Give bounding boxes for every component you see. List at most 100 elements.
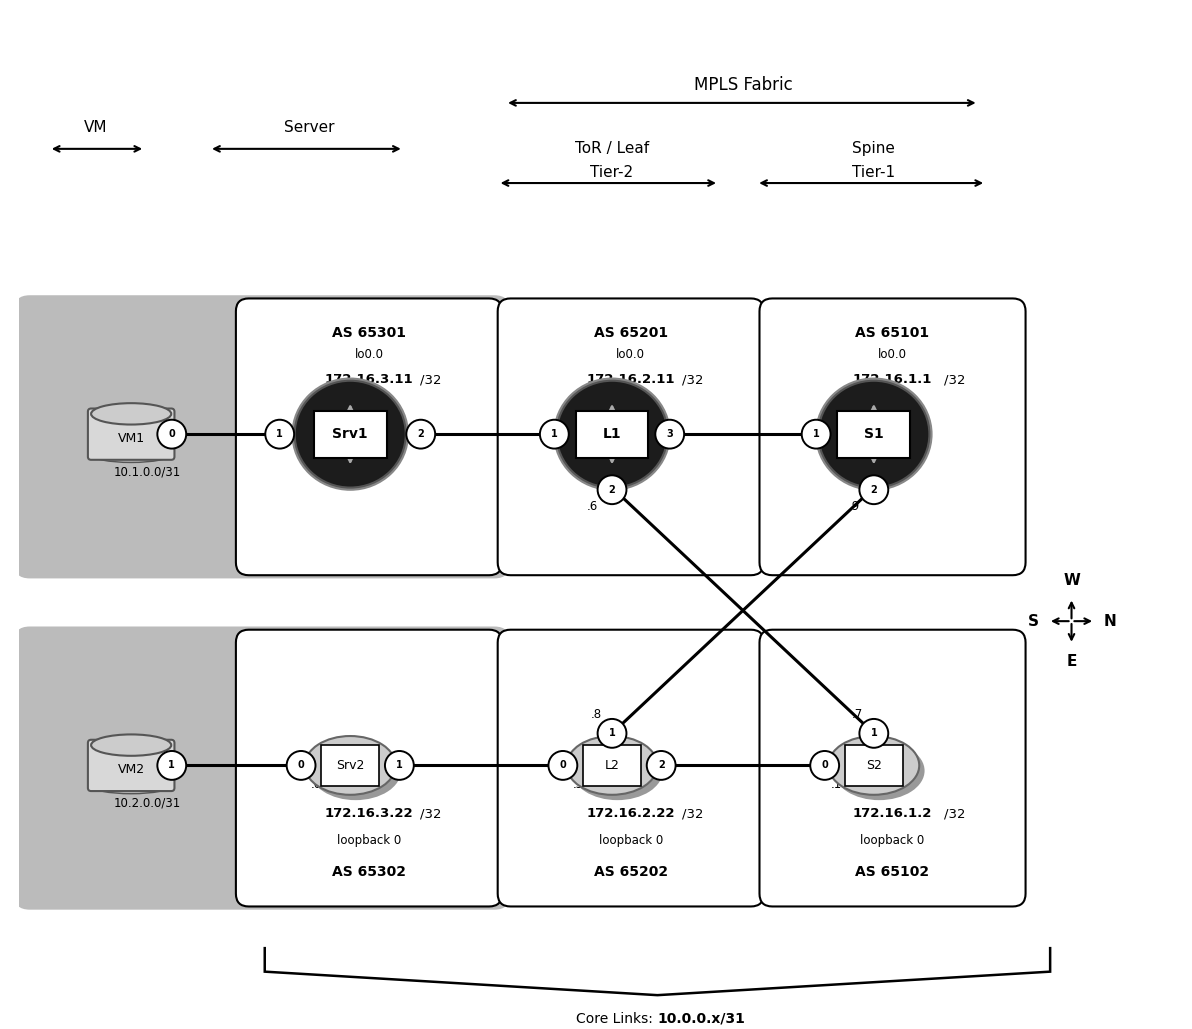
Text: .1: .1 bbox=[144, 447, 156, 460]
Text: 0: 0 bbox=[821, 760, 828, 771]
Ellipse shape bbox=[828, 736, 919, 794]
Circle shape bbox=[597, 719, 627, 748]
Circle shape bbox=[859, 475, 888, 504]
Text: S2: S2 bbox=[865, 759, 882, 772]
Text: Core Links:: Core Links: bbox=[576, 1012, 658, 1026]
Ellipse shape bbox=[818, 381, 930, 488]
Text: Tier-1: Tier-1 bbox=[852, 165, 895, 180]
Text: .3: .3 bbox=[572, 778, 583, 791]
Text: 172.16.3.11: 172.16.3.11 bbox=[324, 374, 414, 386]
FancyBboxPatch shape bbox=[88, 740, 174, 791]
Text: 2: 2 bbox=[658, 760, 665, 771]
Text: .4: .4 bbox=[647, 447, 658, 460]
Text: /32: /32 bbox=[682, 374, 703, 386]
Text: 0: 0 bbox=[559, 760, 566, 771]
Text: E: E bbox=[1067, 654, 1076, 669]
Circle shape bbox=[540, 420, 569, 449]
Text: 3: 3 bbox=[666, 429, 673, 439]
Text: /32: /32 bbox=[944, 374, 966, 386]
FancyBboxPatch shape bbox=[313, 411, 386, 458]
Text: 1: 1 bbox=[551, 429, 558, 439]
FancyBboxPatch shape bbox=[236, 630, 502, 907]
Circle shape bbox=[286, 751, 316, 780]
Text: .9: .9 bbox=[849, 500, 861, 513]
Text: 0: 0 bbox=[168, 429, 175, 439]
Text: ToR / Leaf: ToR / Leaf bbox=[575, 141, 650, 156]
Text: 1: 1 bbox=[168, 760, 175, 771]
Text: .2: .2 bbox=[379, 778, 390, 791]
Text: lo0.0: lo0.0 bbox=[354, 348, 384, 360]
Text: 10.0.0.x/31: 10.0.0.x/31 bbox=[658, 1012, 745, 1026]
Ellipse shape bbox=[310, 741, 401, 801]
Text: AS 65101: AS 65101 bbox=[856, 326, 930, 341]
Text: AS 65201: AS 65201 bbox=[594, 326, 668, 341]
Text: AS 65301: AS 65301 bbox=[331, 326, 406, 341]
Ellipse shape bbox=[91, 447, 172, 462]
Text: 1: 1 bbox=[609, 729, 615, 739]
Ellipse shape bbox=[91, 735, 172, 755]
Text: .0: .0 bbox=[393, 447, 405, 460]
Ellipse shape bbox=[553, 378, 671, 491]
Text: 172.16.1.1: 172.16.1.1 bbox=[852, 374, 932, 386]
Ellipse shape bbox=[292, 378, 409, 491]
Circle shape bbox=[157, 420, 186, 449]
Text: /32: /32 bbox=[421, 374, 442, 386]
Text: .0: .0 bbox=[296, 447, 306, 460]
Text: .0: .0 bbox=[310, 778, 322, 791]
Text: VM: VM bbox=[85, 120, 107, 135]
Text: N: N bbox=[1104, 613, 1117, 629]
Text: VM2: VM2 bbox=[118, 764, 144, 776]
Text: 1: 1 bbox=[396, 760, 403, 771]
Text: lo0.0: lo0.0 bbox=[879, 348, 907, 360]
Circle shape bbox=[406, 420, 435, 449]
Text: .5: .5 bbox=[827, 447, 839, 460]
Text: 2: 2 bbox=[870, 485, 877, 495]
Circle shape bbox=[266, 420, 294, 449]
Ellipse shape bbox=[91, 403, 172, 425]
FancyBboxPatch shape bbox=[88, 409, 174, 460]
Text: .1: .1 bbox=[144, 778, 156, 791]
Text: 2: 2 bbox=[417, 429, 424, 439]
Text: L2: L2 bbox=[604, 759, 620, 772]
FancyBboxPatch shape bbox=[13, 295, 510, 578]
Ellipse shape bbox=[557, 381, 668, 488]
Text: 172.16.3.22: 172.16.3.22 bbox=[324, 807, 414, 820]
FancyBboxPatch shape bbox=[759, 630, 1025, 907]
FancyBboxPatch shape bbox=[13, 627, 510, 910]
Text: AS 65202: AS 65202 bbox=[594, 864, 668, 879]
Text: AS 65302: AS 65302 bbox=[331, 864, 406, 879]
Text: 1: 1 bbox=[277, 429, 283, 439]
Text: lo0.0: lo0.0 bbox=[616, 348, 645, 360]
Circle shape bbox=[811, 751, 839, 780]
Text: Server: Server bbox=[285, 120, 335, 135]
Text: 1: 1 bbox=[813, 429, 819, 439]
Circle shape bbox=[656, 420, 684, 449]
Text: Srv2: Srv2 bbox=[336, 759, 365, 772]
Text: .6: .6 bbox=[588, 500, 598, 513]
Text: .1: .1 bbox=[566, 447, 577, 460]
Ellipse shape bbox=[305, 736, 396, 794]
Text: loopback 0: loopback 0 bbox=[598, 833, 663, 847]
Text: Srv1: Srv1 bbox=[333, 427, 368, 441]
FancyBboxPatch shape bbox=[845, 745, 902, 786]
Text: .8: .8 bbox=[590, 708, 602, 720]
Text: Spine: Spine bbox=[852, 141, 895, 156]
Text: VM1: VM1 bbox=[118, 432, 144, 445]
FancyBboxPatch shape bbox=[759, 298, 1025, 575]
Text: S1: S1 bbox=[864, 427, 883, 441]
Text: 2: 2 bbox=[609, 485, 615, 495]
Text: 10.2.0.0/31: 10.2.0.0/31 bbox=[113, 796, 181, 810]
Text: /32: /32 bbox=[682, 807, 703, 820]
FancyBboxPatch shape bbox=[498, 630, 764, 907]
Text: /32: /32 bbox=[421, 807, 442, 820]
Text: .7: .7 bbox=[852, 708, 863, 720]
FancyBboxPatch shape bbox=[498, 298, 764, 575]
Circle shape bbox=[385, 751, 414, 780]
Ellipse shape bbox=[833, 741, 925, 801]
Ellipse shape bbox=[566, 736, 658, 794]
FancyBboxPatch shape bbox=[838, 411, 911, 458]
Ellipse shape bbox=[815, 378, 932, 491]
Text: 172.16.2.11: 172.16.2.11 bbox=[586, 374, 675, 386]
Circle shape bbox=[647, 751, 676, 780]
FancyBboxPatch shape bbox=[576, 411, 648, 458]
